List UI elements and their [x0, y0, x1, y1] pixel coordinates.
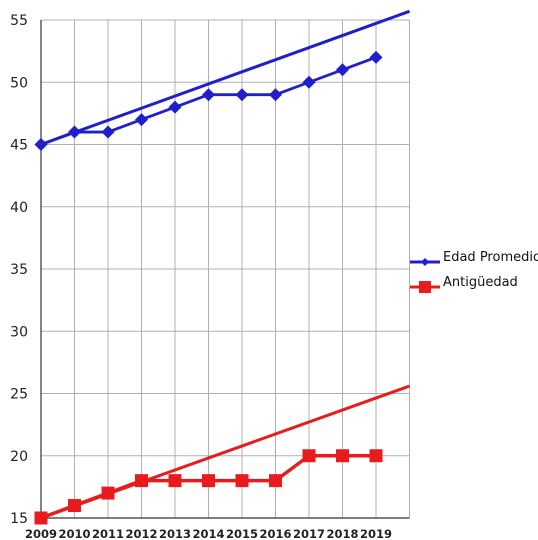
x-tick-label: 2018 [326, 527, 358, 540]
data-point-square [302, 449, 316, 463]
x-tick-label: 2011 [92, 527, 124, 540]
legend-marker-square [419, 281, 431, 293]
data-point-square [101, 486, 115, 500]
data-point-square [168, 474, 182, 488]
trendline [40, 9, 411, 146]
data-point-square [34, 511, 48, 525]
y-tick-label: 45 [10, 138, 28, 154]
x-tick-label: 2019 [360, 527, 392, 540]
x-tick-labels: 2009 2010 2011 2012 2013 2014 2015 2016 2017 2018… [25, 527, 392, 540]
axes [40, 20, 410, 520]
legend-label: Edad Promedio [443, 250, 538, 265]
data-point-diamond [101, 125, 115, 139]
y-tick-label: 20 [10, 449, 28, 465]
grid [40, 19, 410, 519]
data-point-diamond [269, 88, 282, 102]
data-point-diamond [235, 88, 249, 102]
x-tick-label: 2009 [25, 527, 57, 540]
y-tick-label: 15 [10, 511, 28, 527]
data-point-square [269, 474, 282, 488]
data-point-diamond [168, 100, 182, 114]
data-point-square [336, 449, 349, 463]
legend-label: Antigüedad [443, 275, 518, 290]
data-point-diamond [369, 50, 383, 64]
legend-marker-diamond [421, 258, 429, 266]
y-tick-label: 55 [10, 13, 28, 29]
x-tick-label: 2017 [293, 527, 325, 540]
legend: Edad Promedio Antigüedad [410, 250, 538, 293]
data-point-diamond [68, 125, 81, 139]
data-point-square [202, 474, 215, 488]
data-point-diamond [34, 138, 48, 151]
data-point-diamond [135, 113, 148, 127]
y-tick-labels: 15 20 25 30 35 40 45 50 55 [10, 13, 28, 527]
x-tick-label: 2010 [58, 527, 90, 540]
y-tick-label: 30 [10, 324, 28, 340]
y-tick-label: 50 [10, 75, 28, 91]
data-point-square [235, 474, 249, 488]
trendlines [40, 9, 411, 520]
y-tick-label: 35 [10, 262, 28, 278]
data-point-square [135, 474, 148, 488]
data-point-diamond [336, 63, 349, 77]
series-markers [34, 50, 383, 525]
x-tick-label: 2015 [226, 527, 258, 540]
data-point-diamond [302, 75, 316, 89]
y-tick-label: 25 [10, 387, 28, 403]
data-point-diamond [202, 88, 215, 102]
data-point-square [369, 449, 383, 463]
x-tick-label: 2013 [159, 527, 191, 540]
x-tick-label: 2016 [259, 527, 291, 540]
y-tick-label: 40 [10, 200, 28, 216]
x-tick-label: 2012 [125, 527, 157, 540]
x-tick-label: 2014 [192, 527, 224, 540]
data-point-square [68, 499, 81, 513]
